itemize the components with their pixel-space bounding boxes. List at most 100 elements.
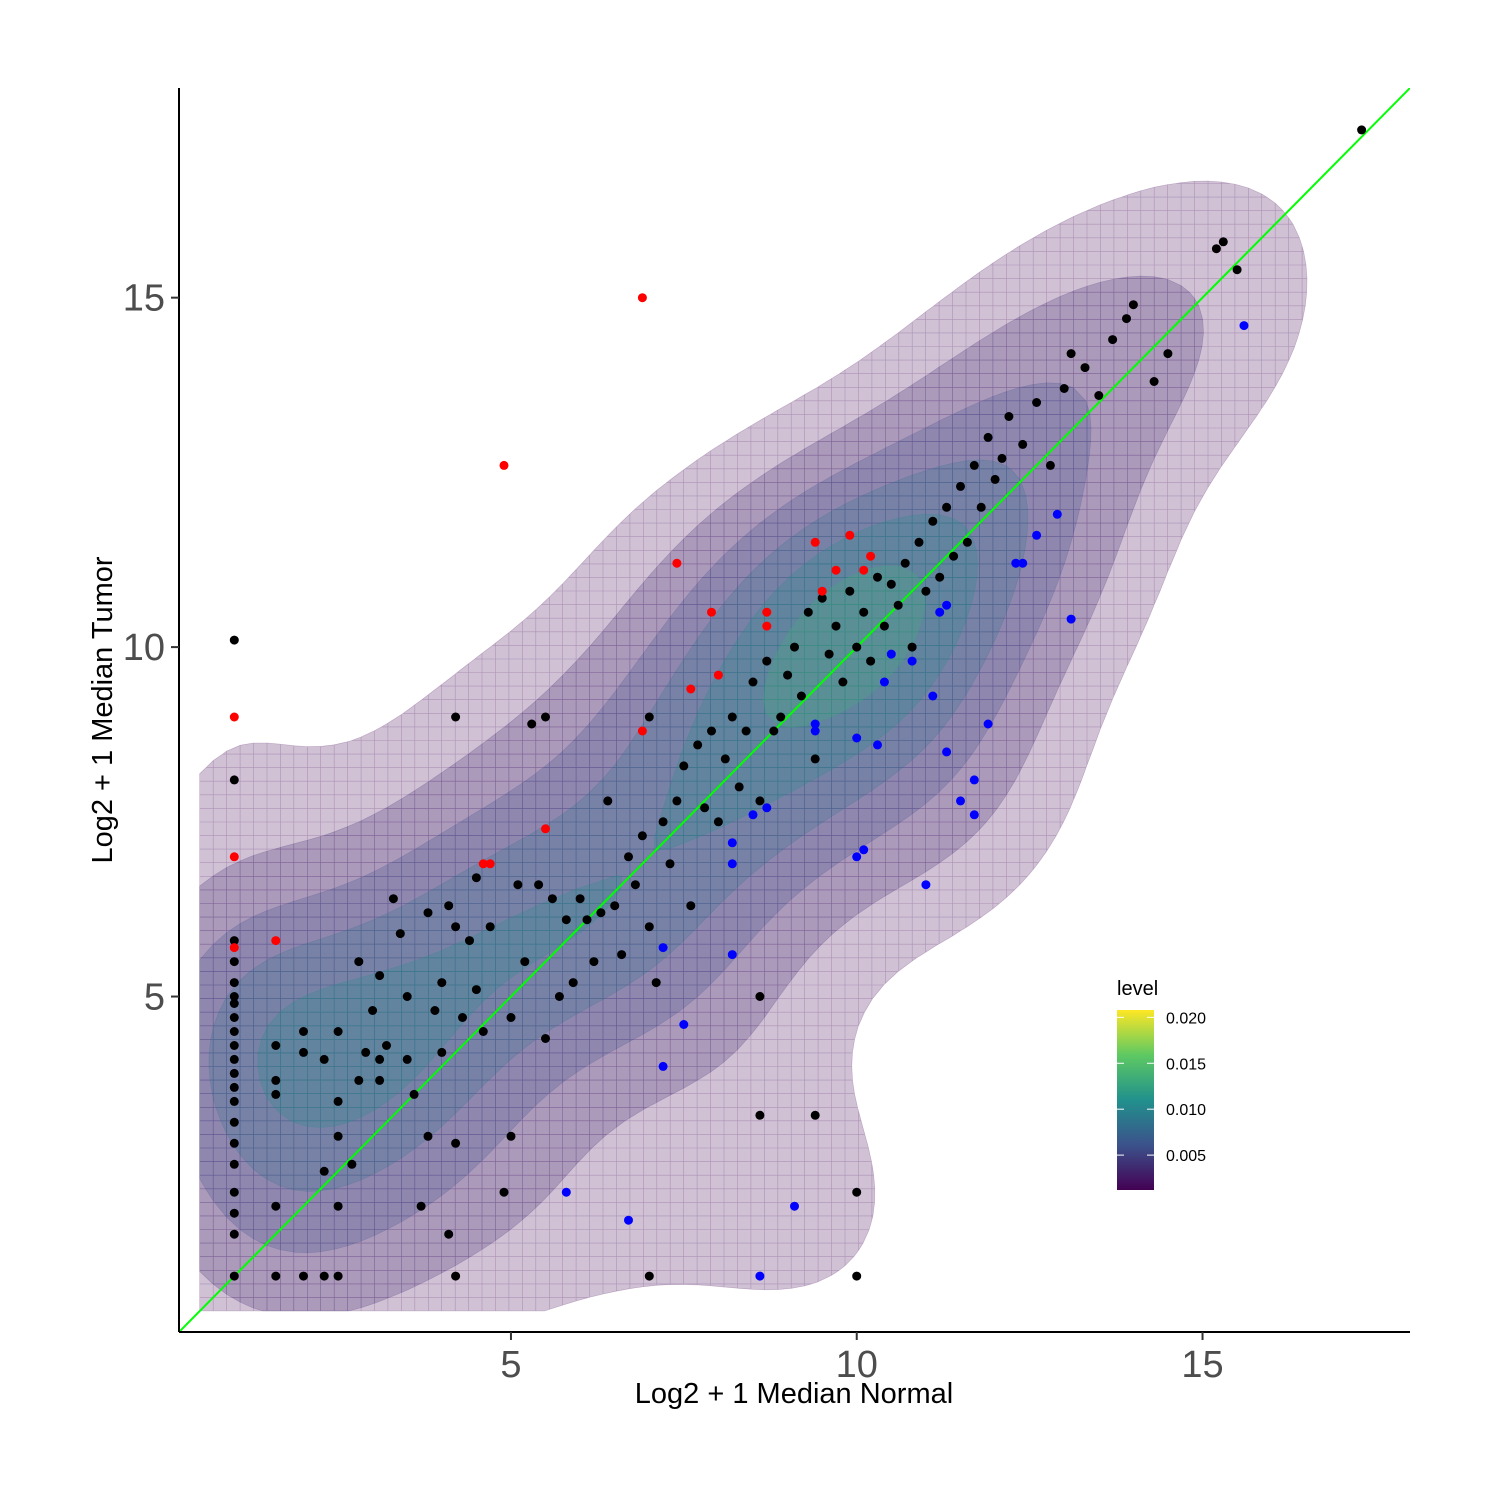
data-point <box>271 1271 281 1281</box>
data-point <box>803 607 813 617</box>
data-point <box>630 880 640 890</box>
data-point <box>271 936 281 946</box>
data-point <box>1163 349 1173 359</box>
identity-line <box>179 88 1410 1332</box>
data-point <box>610 901 620 911</box>
data-point <box>879 621 889 631</box>
data-point <box>547 894 557 904</box>
data-point <box>271 1201 281 1211</box>
legend: level 0.020 0.015 0.010 0.005 <box>1117 978 1206 1190</box>
y-tick-label: 5 <box>144 977 165 1019</box>
legend-ticks: 0.020 0.015 0.010 0.005 <box>1117 1010 1206 1165</box>
data-point <box>319 1166 329 1176</box>
data-point <box>790 1201 799 1211</box>
data-point <box>1080 363 1090 373</box>
data-point <box>658 817 668 827</box>
data-point <box>471 873 481 883</box>
density-contours <box>199 180 1308 1312</box>
data-point <box>651 978 661 988</box>
data-point <box>229 999 239 1008</box>
data-point <box>796 691 806 701</box>
legend-tick-label: 0.015 <box>1166 1056 1206 1073</box>
data-point <box>873 572 882 582</box>
data-point <box>458 1013 467 1022</box>
data-point <box>361 1047 371 1057</box>
data-point <box>686 901 696 911</box>
data-point <box>845 530 855 540</box>
data-point <box>229 1041 239 1050</box>
data-point <box>755 992 765 1001</box>
data-point <box>776 712 786 722</box>
data-point <box>644 1271 654 1281</box>
data-point <box>686 684 696 694</box>
x-tick-label: 15 <box>1181 1344 1223 1386</box>
data-point <box>575 894 585 904</box>
data-point <box>1011 558 1021 568</box>
data-point <box>672 796 682 806</box>
data-point <box>935 572 945 582</box>
data-point <box>430 1006 440 1015</box>
data-point <box>942 600 952 610</box>
data-point <box>713 817 723 827</box>
data-point <box>893 600 903 610</box>
data-point <box>333 1131 343 1141</box>
data-points <box>229 125 1367 1281</box>
data-point <box>762 621 772 631</box>
data-point <box>1032 530 1042 540</box>
data-point <box>783 670 793 680</box>
data-point <box>347 1159 357 1169</box>
data-point <box>229 1096 239 1106</box>
data-point <box>769 726 779 736</box>
data-point <box>956 796 965 806</box>
data-point <box>333 1096 343 1106</box>
data-point <box>402 1054 412 1064</box>
data-point <box>852 642 862 652</box>
data-point <box>554 992 564 1001</box>
data-point <box>229 1054 239 1064</box>
data-point <box>983 432 993 442</box>
data-point <box>900 558 910 568</box>
y-tick-label: 10 <box>123 627 165 669</box>
data-point <box>333 1271 343 1281</box>
data-point <box>1211 244 1221 254</box>
data-point <box>229 1229 239 1239</box>
data-point <box>879 677 889 687</box>
data-point <box>831 621 841 631</box>
data-point <box>319 1054 329 1064</box>
data-point <box>1094 391 1104 400</box>
data-point <box>983 719 993 729</box>
data-point <box>838 677 848 687</box>
data-point <box>679 761 689 771</box>
data-point <box>969 775 979 785</box>
data-point <box>229 1271 239 1281</box>
data-point <box>229 936 239 946</box>
y-tick-label: 15 <box>123 278 165 320</box>
data-point <box>437 978 447 988</box>
data-point <box>388 894 398 904</box>
data-point <box>229 1013 239 1022</box>
data-point <box>727 712 737 722</box>
data-point <box>976 502 986 512</box>
data-point <box>734 782 744 792</box>
data-point <box>375 971 385 981</box>
data-point <box>382 1041 391 1050</box>
data-point <box>229 1208 239 1218</box>
data-point <box>229 712 239 722</box>
data-point <box>1059 384 1069 393</box>
data-point <box>451 712 461 722</box>
data-point <box>451 1271 461 1281</box>
series-1 <box>229 125 1367 1281</box>
data-point <box>1218 237 1228 247</box>
data-point <box>354 1075 364 1085</box>
data-point <box>921 880 931 890</box>
data-point <box>665 859 675 869</box>
data-point <box>720 754 730 764</box>
data-point <box>637 293 647 303</box>
data-point <box>810 726 820 736</box>
data-point <box>637 726 647 736</box>
data-point <box>299 1027 308 1036</box>
data-point <box>672 558 682 568</box>
data-point <box>748 810 758 820</box>
data-point <box>727 859 737 869</box>
data-point <box>1052 509 1062 519</box>
